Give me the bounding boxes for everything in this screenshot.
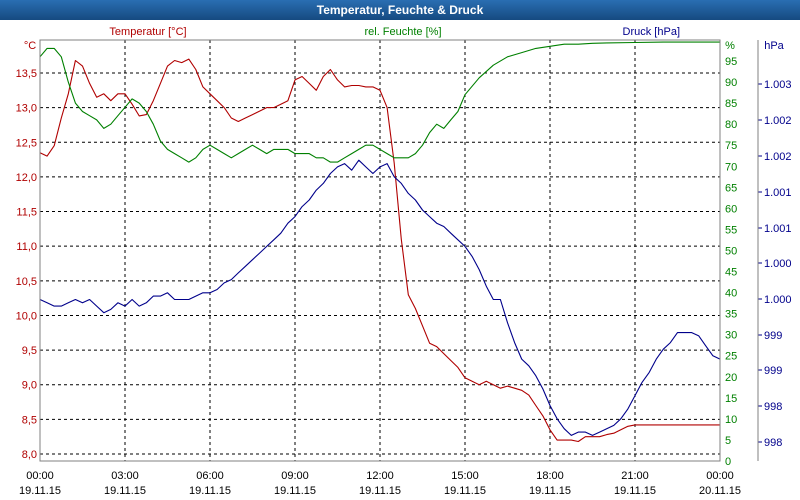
pressure-tick-label: 1.003 (764, 79, 792, 91)
temperature-tick-label: 12,0 (16, 172, 37, 184)
temperature-tick-label: 8,0 (22, 449, 37, 461)
temperature-tick-label: 10,5 (16, 276, 37, 288)
humidity-tick-label: 80 (725, 119, 737, 131)
x-tick-date-label: 20.11.15 (699, 485, 741, 497)
humidity-tick-label: 90 (725, 77, 737, 89)
humidity-tick-label: 40 (725, 288, 737, 300)
pressure-unit-label: hPa (764, 40, 784, 52)
x-tick-date-label: 19.11.15 (104, 485, 146, 497)
humidity-tick-label: 15 (725, 393, 737, 405)
humidity-tick-label: 55 (725, 224, 737, 236)
humidity-unit-label: % (725, 40, 735, 52)
humidity-axis-label: rel. Feuchte [%] (364, 26, 441, 38)
humidity-tick-label: 0 (725, 456, 731, 468)
pressure-tick-label: 999 (764, 365, 782, 377)
pressure-tick-label: 1.001 (764, 187, 792, 199)
pressure-tick-label: 999 (764, 330, 782, 342)
humidity-tick-label: 95 (725, 56, 737, 68)
title-bar-background (0, 0, 800, 20)
x-tick-time-label: 00:00 (706, 470, 734, 482)
series-line-pressure (39, 159, 721, 436)
x-tick-date-label: 19.11.15 (614, 485, 656, 497)
pressure-tick-label: 1.002 (764, 115, 792, 127)
pressure-tick-label: 1.000 (764, 258, 792, 270)
temperature-tick-label: 13,0 (16, 103, 37, 115)
series-line-temperature (39, 58, 720, 443)
humidity-tick-label: 50 (725, 245, 737, 257)
temperature-tick-label: 8,5 (22, 414, 37, 426)
x-tick-date-label: 19.11.15 (359, 485, 401, 497)
temperature-tick-label: 9,5 (22, 345, 37, 357)
x-tick-time-label: 09:00 (281, 470, 309, 482)
series-line-humidity (39, 41, 720, 163)
humidity-tick-label: 65 (725, 182, 737, 194)
temperature-tick-label: 13,5 (16, 68, 37, 80)
x-tick-time-label: 00:00 (26, 470, 54, 482)
x-tick-time-label: 15:00 (451, 470, 479, 482)
temperature-tick-label: 10,0 (16, 310, 37, 322)
x-tick-time-label: 12:00 (366, 470, 394, 482)
humidity-tick-label: 35 (725, 309, 737, 321)
x-tick-time-label: 18:00 (536, 470, 564, 482)
temperature-axis-label: Temperatur [°C] (109, 26, 186, 38)
x-tick-time-label: 21:00 (621, 470, 649, 482)
pressure-tick-label: 998 (764, 437, 782, 449)
chart-title: Temperatur, Feuchte & Druck (317, 3, 484, 17)
humidity-tick-label: 85 (725, 98, 737, 110)
pressure-tick-label: 1.002 (764, 151, 792, 163)
temperature-tick-labels: 13,5 13,0 12,5 12,0 11,5 11,0 10,5 10,0 9,5 9,0 8,… (16, 68, 37, 461)
humidity-tick-label: 75 (725, 140, 737, 152)
pressure-axis-label: Druck [hPa] (623, 26, 680, 38)
x-tick-date-label: 19.11.15 (189, 485, 231, 497)
temperature-tick-label: 11,5 (16, 207, 37, 219)
humidity-tick-label: 20 (725, 372, 737, 384)
x-tick-labels: 00:00 19.11.15 03:00 19.11.15 06:00 19.11.15 0… (19, 470, 741, 497)
x-tick-date-label: 19.11.15 (274, 485, 316, 497)
pressure-tick-label: 1.001 (764, 223, 792, 235)
title-bar: Temperatur, Feuchte & Druck (0, 0, 800, 20)
pressure-tick-labels: 1.003 1.002 1.002 1.001 1.001 1.000 1.000 999 99… (758, 79, 792, 449)
humidity-tick-label: 5 (725, 435, 731, 447)
pressure-tick-label: 998 (764, 401, 782, 413)
grid (40, 40, 720, 461)
x-tick-time-label: 06:00 (196, 470, 224, 482)
humidity-tick-label: 25 (725, 351, 737, 363)
humidity-tick-label: 45 (725, 267, 737, 279)
x-tick-date-label: 19.11.15 (19, 485, 61, 497)
temperature-tick-label: 9,0 (22, 380, 37, 392)
humidity-tick-label: 60 (725, 203, 737, 215)
x-tick-date-label: 19.11.15 (444, 485, 486, 497)
humidity-tick-label: 10 (725, 414, 737, 426)
temperature-tick-label: 11,0 (16, 241, 37, 253)
series (39, 41, 721, 443)
humidity-tick-label: 70 (725, 161, 737, 173)
x-tick-time-label: 03:00 (111, 470, 139, 482)
x-tick-date-label: 19.11.15 (529, 485, 571, 497)
temperature-tick-label: 12,5 (16, 137, 37, 149)
temperature-unit-label: °C (24, 40, 36, 52)
plot-frame (39, 39, 721, 462)
humidity-tick-label: 30 (725, 330, 737, 342)
pressure-tick-label: 1.000 (764, 294, 792, 306)
